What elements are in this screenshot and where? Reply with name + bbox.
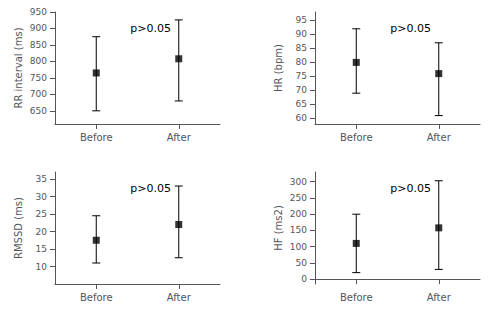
svg-text:After: After: [167, 292, 192, 303]
svg-text:Before: Before: [80, 132, 113, 143]
svg-text:p>0.05: p>0.05: [390, 182, 431, 195]
svg-text:35: 35: [36, 174, 47, 184]
svg-text:HF (ms2): HF (ms2): [273, 205, 284, 251]
svg-text:50: 50: [296, 258, 308, 268]
svg-text:80: 80: [296, 57, 308, 67]
svg-text:15: 15: [36, 244, 47, 254]
svg-text:75: 75: [296, 71, 307, 81]
svg-text:300: 300: [290, 177, 307, 187]
svg-text:750: 750: [30, 73, 47, 83]
svg-text:90: 90: [296, 29, 308, 39]
svg-text:25: 25: [36, 209, 47, 219]
svg-text:Before: Before: [80, 292, 113, 303]
svg-text:RR interval (ms): RR interval (ms): [13, 27, 24, 108]
svg-text:Before: Before: [340, 292, 373, 303]
svg-text:p>0.05: p>0.05: [390, 22, 431, 35]
svg-text:70: 70: [296, 85, 308, 95]
svg-text:700: 700: [30, 89, 47, 99]
svg-text:p>0.05: p>0.05: [130, 182, 171, 195]
svg-text:900: 900: [30, 23, 47, 33]
svg-text:p>0.05: p>0.05: [130, 22, 171, 35]
svg-text:After: After: [167, 132, 192, 143]
svg-text:10: 10: [36, 262, 48, 272]
svg-text:650: 650: [30, 106, 47, 116]
svg-text:RMSSD (ms): RMSSD (ms): [13, 197, 24, 259]
svg-text:Before: Before: [340, 132, 373, 143]
svg-text:200: 200: [290, 209, 307, 219]
svg-text:65: 65: [296, 99, 307, 109]
svg-text:After: After: [427, 292, 452, 303]
svg-text:150: 150: [290, 225, 307, 235]
svg-text:800: 800: [30, 56, 47, 66]
svg-text:HR (bpm): HR (bpm): [273, 44, 284, 92]
svg-text:60: 60: [296, 113, 308, 123]
svg-text:250: 250: [290, 193, 307, 203]
svg-text:0: 0: [301, 274, 307, 284]
svg-text:After: After: [427, 132, 452, 143]
svg-text:100: 100: [290, 242, 307, 252]
svg-text:85: 85: [296, 43, 307, 53]
svg-text:30: 30: [36, 192, 48, 202]
svg-text:20: 20: [36, 227, 48, 237]
svg-text:850: 850: [30, 40, 47, 50]
svg-text:95: 95: [296, 15, 307, 25]
svg-text:950: 950: [30, 7, 47, 17]
